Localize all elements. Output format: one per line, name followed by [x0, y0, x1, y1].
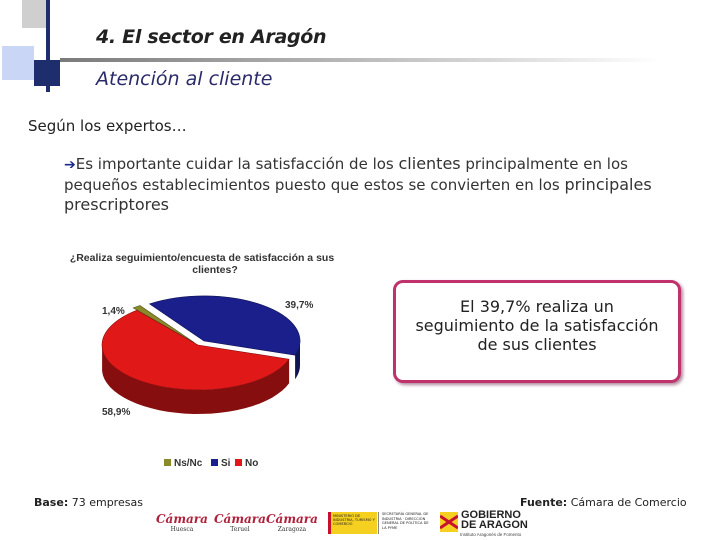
- gobierno-line2: DE ARAGON: [461, 519, 528, 531]
- bullet-highlight-2: principales prescriptores: [64, 175, 652, 214]
- legend-swatch-nsnc: [164, 459, 171, 466]
- gobierno-aragon-logo: GOBIERNO DE ARAGON Instituto Aragonés de…: [440, 510, 530, 538]
- header-rule: [60, 58, 660, 62]
- legend-label-si: Si: [221, 458, 231, 469]
- gobierno-sub: Instituto Aragonés de Fomento: [460, 532, 522, 537]
- camara-teruel-logo: Cámara Teruel: [214, 512, 266, 533]
- base-note: Base: 73 empresas: [34, 496, 143, 509]
- gobierno-line1: GOBIERNO: [461, 509, 521, 521]
- base-label: Base:: [34, 496, 69, 509]
- pie-slice-nsnc: [132, 305, 195, 343]
- decor-vertical-line: [46, 0, 50, 92]
- pie-chart: ¿Realiza seguimiento/encuesta de satisfa…: [70, 252, 335, 469]
- camara-huesca-logo: Cámara Huesca: [156, 512, 208, 533]
- bullet-paragraph: ➔Es importante cuidar la satisfacción de…: [64, 154, 704, 215]
- pie-slice-no: [101, 309, 290, 391]
- pie-side-si: [295, 341, 300, 380]
- legend-label-nsnc: Ns/Nc: [174, 458, 203, 469]
- source-value: Cámara de Comercio: [567, 496, 687, 509]
- camara-zaragoza-logo: Cámara Zaragoza: [266, 512, 318, 533]
- page-subtitle: Atención al cliente: [96, 68, 273, 90]
- chart-title-line1: ¿Realiza seguimiento/encuesta de satisfa…: [70, 252, 335, 264]
- pie-slices: [101, 295, 301, 414]
- pie-slice-si: [148, 295, 301, 356]
- decor-square-gray: [22, 0, 50, 28]
- arrow-bullet-icon: ➔: [64, 157, 76, 173]
- chart-title-line2: clientes?: [192, 264, 238, 276]
- chart-legend: Ns/Nc Si No: [164, 458, 258, 469]
- data-label-nsnc: 1,4%: [102, 306, 125, 317]
- bullet-text-2: principalmente en los pequeños estableci…: [64, 155, 628, 194]
- legend-swatch-no: [235, 459, 242, 466]
- bullet-text-1: Es importante cuidar la satisfacción de …: [75, 155, 399, 173]
- section-title: 4. El sector en Aragón: [96, 26, 327, 48]
- ministerio-logo: MINISTERIO DE INDUSTRIA, TURISMO Y COMER…: [328, 512, 377, 534]
- callout-box: El 39,7% realiza un seguimiento de la sa…: [393, 280, 681, 383]
- bullet-highlight: clientes: [398, 154, 461, 173]
- aragon-shield-icon: [440, 512, 458, 532]
- decor-square-light-blue: [2, 46, 34, 80]
- sponsor-logos: Cámara Huesca Cámara Teruel Cámara Zaragoza…: [0, 508, 720, 540]
- intro-text: Según los expertos…: [28, 117, 187, 135]
- pie-side-no: [102, 342, 290, 414]
- data-label-si: 39,7%: [285, 300, 313, 311]
- callout-text: El 39,7% realiza un seguimiento de la sa…: [415, 297, 659, 354]
- secretaria-logo: SECRETARÍA GENERAL DE INDUSTRIA · DIRECC…: [378, 512, 433, 534]
- legend-label-no: No: [245, 458, 258, 469]
- source-label: Fuente:: [520, 496, 568, 509]
- source-note: Fuente: Cámara de Comercio: [520, 496, 687, 509]
- legend-swatch-si: [211, 459, 218, 466]
- base-value: 73 empresas: [68, 496, 143, 509]
- data-label-no: 58,9%: [102, 407, 130, 418]
